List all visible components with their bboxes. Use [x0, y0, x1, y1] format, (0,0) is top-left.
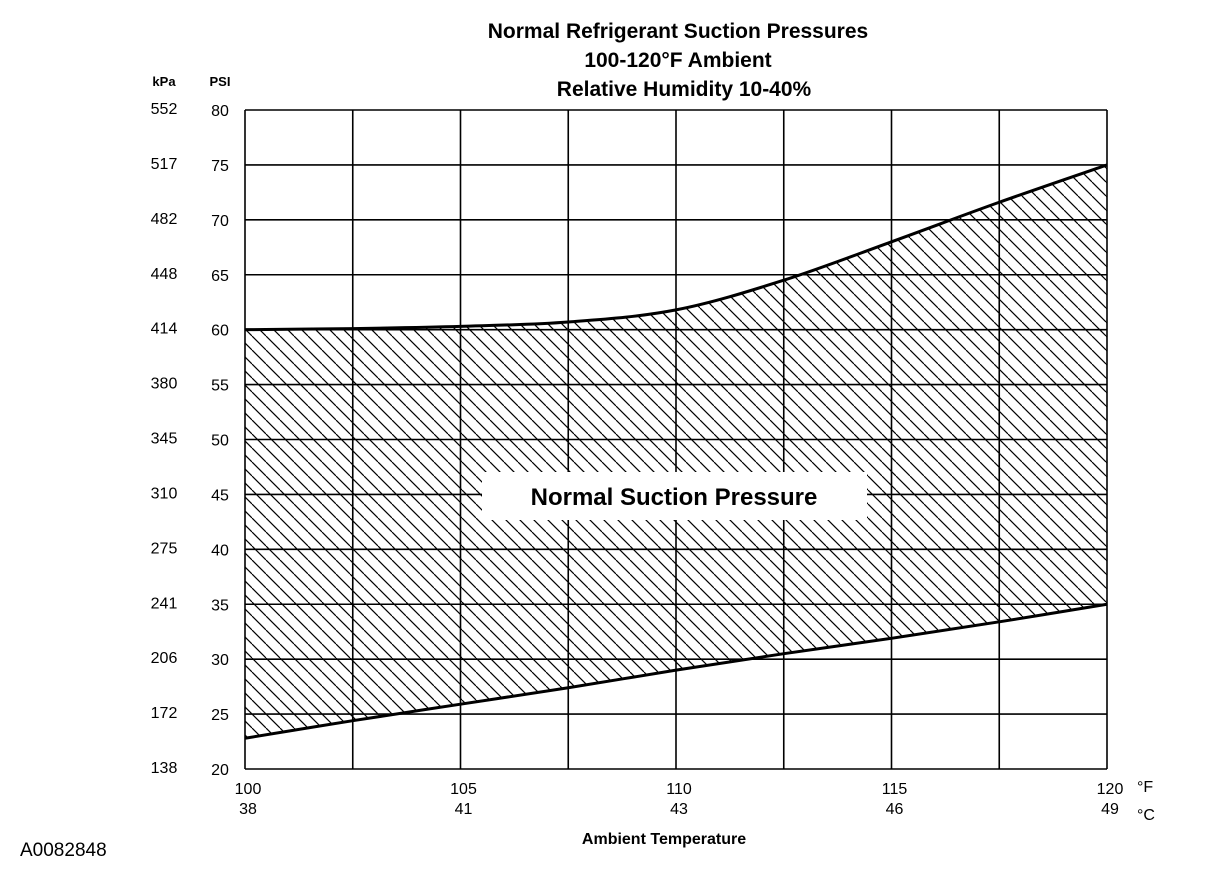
y-unit-psi: PSI: [210, 74, 231, 89]
axis-ticks: 80 75 70 65 60 55 50 45 40 35 30 25 20 552 517 482 448 41…: [151, 101, 1124, 818]
x-tick-c: 43: [670, 801, 688, 818]
y-tick-psi: 60: [211, 323, 229, 340]
grid: [244, 109, 1108, 770]
y-tick-kpa: 275: [151, 540, 178, 557]
chart-title-line-3: Relative Humidity 10-40%: [557, 78, 812, 101]
upper-boundary-line: [244, 163, 1108, 332]
y-tick-psi: 35: [211, 597, 229, 614]
band-boundaries: [244, 163, 1108, 740]
y-unit-kpa: kPa: [152, 74, 176, 89]
x-tick-c: 49: [1101, 801, 1119, 818]
y-tick-psi: 75: [211, 158, 229, 175]
y-tick-psi: 80: [211, 103, 229, 120]
y-tick-psi: 50: [211, 433, 229, 450]
y-tick-kpa: 482: [151, 211, 178, 228]
y-tick-kpa: 241: [151, 595, 178, 612]
y-tick-psi: 70: [211, 213, 229, 230]
x-tick-f: 100: [235, 781, 262, 798]
band-label: Normal Suction Pressure: [531, 484, 818, 511]
x-tick-f: 105: [450, 781, 477, 798]
y-tick-kpa: 206: [151, 650, 178, 667]
band-label-background: [482, 472, 867, 520]
y-tick-kpa: 172: [151, 705, 178, 722]
chart-title-line-1: Normal Refrigerant Suction Pressures: [488, 20, 868, 43]
x-tick-c: 38: [239, 801, 257, 818]
figure-id: A0082848: [20, 840, 107, 861]
chart-title-line-2: 100-120°F Ambient: [584, 49, 771, 72]
x-unit-f: °F: [1137, 779, 1153, 796]
y-tick-psi: 55: [211, 378, 229, 395]
x-tick-f: 110: [666, 781, 692, 798]
y-tick-kpa: 414: [151, 321, 178, 338]
y-tick-kpa: 310: [151, 485, 178, 502]
x-unit-c: °C: [1137, 807, 1155, 824]
y-tick-psi: 65: [211, 268, 229, 285]
y-tick-psi: 25: [211, 707, 229, 724]
y-tick-kpa: 552: [151, 101, 178, 118]
lower-boundary-line: [244, 602, 1108, 740]
y-tick-kpa: 138: [151, 760, 178, 777]
x-tick-f: 120: [1097, 781, 1124, 798]
y-tick-psi: 30: [211, 652, 229, 669]
y-tick-kpa: 380: [151, 376, 178, 393]
x-tick-c: 41: [455, 801, 473, 818]
y-tick-kpa: 448: [151, 266, 178, 283]
y-tick-psi: 40: [211, 542, 229, 559]
y-tick-psi: 20: [211, 762, 229, 779]
x-tick-c: 46: [886, 801, 904, 818]
y-tick-psi: 45: [211, 487, 229, 504]
y-tick-kpa: 345: [151, 431, 178, 448]
x-tick-f: 115: [882, 781, 908, 798]
y-tick-kpa: 517: [151, 156, 178, 173]
x-axis-label: Ambient Temperature: [582, 831, 746, 848]
